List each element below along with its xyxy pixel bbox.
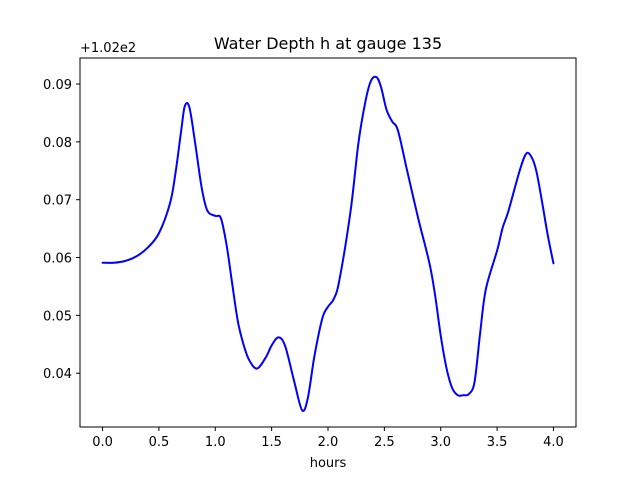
y-tick-label: 0.08 xyxy=(43,136,72,151)
x-axis-label: hours xyxy=(310,456,347,471)
x-tick-label: 0.0 xyxy=(92,435,113,450)
x-tick-label: 4.0 xyxy=(543,435,564,450)
y-axis-offset-label: +1.02e2 xyxy=(80,41,136,56)
x-tick-label: 2.0 xyxy=(318,435,339,450)
plot-area: 0.0 0.5 1.0 1.5 2.0 2.5 3.0 3.5 4.0 0.04 0.05 0.06 0… xyxy=(43,57,577,450)
x-tick-label: 3.5 xyxy=(487,435,508,450)
y-tick-label: 0.05 xyxy=(43,309,72,324)
x-tick-label: 0.5 xyxy=(149,435,170,450)
chart-title: Water Depth h at gauge 135 xyxy=(214,34,442,53)
x-tick-label: 1.5 xyxy=(261,435,282,450)
y-tick-label: 0.07 xyxy=(43,194,72,209)
series-line-0 xyxy=(101,75,555,412)
x-tick-label: 2.5 xyxy=(374,435,395,450)
x-tick-label: 1.0 xyxy=(205,435,226,450)
y-tick-label: 0.09 xyxy=(43,78,72,93)
y-tick-label: 0.06 xyxy=(43,252,72,267)
x-tick-label: 3.0 xyxy=(430,435,451,450)
y-tick-label: 0.04 xyxy=(43,367,72,382)
